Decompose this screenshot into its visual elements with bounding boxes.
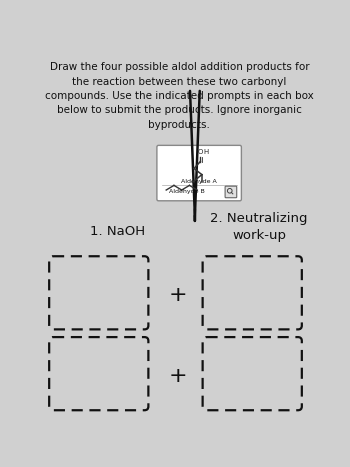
FancyBboxPatch shape [225,186,237,198]
Text: 1. NaOH: 1. NaOH [90,225,145,238]
Text: Aldehyde B: Aldehyde B [169,189,205,194]
Text: +: + [168,285,187,305]
FancyBboxPatch shape [157,145,242,201]
Text: +: + [168,366,187,386]
Text: O: O [198,149,203,155]
Text: Aldehyde A: Aldehyde A [181,179,217,184]
Text: 2. Neutralizing
work-up: 2. Neutralizing work-up [210,212,308,242]
Text: Draw the four possible aldol addition products for
the reaction between these tw: Draw the four possible aldol addition pr… [45,62,314,130]
Text: H: H [204,149,209,156]
